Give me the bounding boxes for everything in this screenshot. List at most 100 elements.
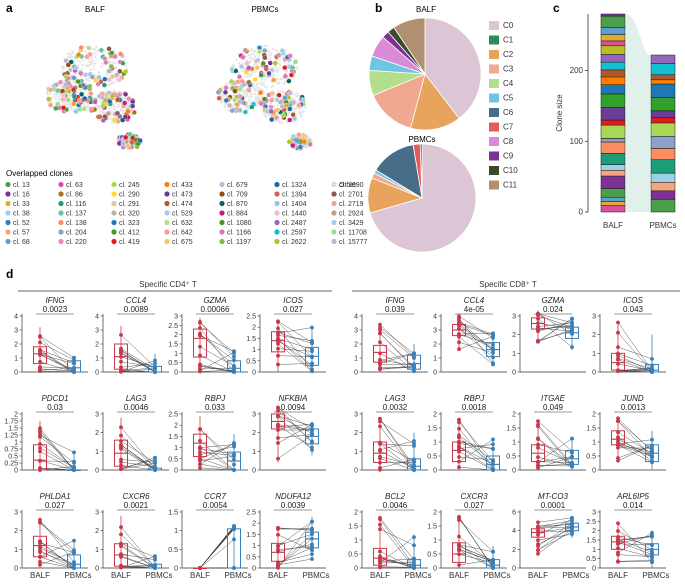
umap-clone-point [269,97,275,103]
p-value: 0.0046 [383,501,408,510]
umap-clone-point [76,98,82,104]
pie-slice-C11 [393,17,426,76]
umap-clone-point [216,95,222,101]
umap-bg-point [67,55,70,59]
sample-point [119,463,123,468]
umap-bg-point [113,106,116,109]
pair-line [39,342,75,361]
umap-bg-point [108,83,111,87]
umap-clone-point [114,72,120,78]
gene-label: NDUFA12 [275,492,311,501]
umap-clone-point [262,55,268,61]
y-tick-label: 2 [252,521,256,528]
umap-bg-point [293,93,296,96]
cluster-swatch [489,93,499,103]
umap-clone-point [86,45,92,51]
sample-point [616,521,620,526]
y-tick-label: 1.5 [246,532,256,539]
clone-segment [600,164,626,171]
umap-bg-point [256,104,259,107]
umap-clone-point [257,49,263,55]
umap-bg-point [254,69,257,73]
umap-clone-point [282,73,288,79]
pair-line [458,439,494,462]
umap-bg-point [110,81,114,85]
y-tick-label: 2 [14,342,18,349]
sample-point [536,542,540,547]
pair-line [277,321,313,343]
umap-bg-point [245,95,248,98]
sample-point [38,340,42,345]
sample-point [536,455,540,459]
clone-segment [600,34,626,42]
pair-line [120,555,156,569]
umap-bg-point [249,59,253,63]
sample-point [570,530,574,534]
pair-line [277,426,313,431]
umap-clone-point [287,106,293,112]
y-tick-label: 1.5 [348,524,358,531]
umap-bg-point [243,90,246,94]
umap-clone-point [100,103,106,109]
sample-point [491,346,495,350]
clone-segment [600,27,626,35]
umap-bg-point [268,57,271,60]
pair-line [39,427,75,471]
sample-point [232,468,236,472]
umap-bg-point [294,107,297,111]
clone-segment [650,54,676,64]
pair-line [120,444,156,471]
y-tick-label: 0.5 [586,454,596,461]
umap-clone-point [92,99,98,105]
sample-point [650,550,654,555]
y-tick-label: 1.5 [168,510,178,517]
umap-clone-point [75,79,81,85]
cluster-label: C7 [503,123,514,132]
legend-swatch [58,238,64,245]
x-tick-label: PBMCs [145,571,172,580]
sample-point [72,468,76,472]
umap-bg-point [92,59,95,62]
legend-label: cl. 1394 [282,192,307,199]
sample-point [310,527,314,531]
clone-segment [600,201,626,206]
y-tick-label: 2 [95,430,99,437]
clone-segment [600,13,626,17]
sample-point [650,534,654,539]
pair-line [617,436,653,462]
umap-bg-point [95,46,98,49]
umap-bg-point [75,72,78,76]
sample-point [198,462,202,467]
sample-point [650,366,654,371]
sample-point [570,527,574,531]
sample-point [616,552,620,557]
pair-line [277,415,313,434]
x-tick-label: BALF [603,221,623,230]
pair-line [379,443,415,447]
umap-bg-point [54,98,58,101]
pair-line [277,521,313,547]
y-tick-label: 0 [592,370,596,377]
y-tick-label: 0.5 [246,554,256,561]
y-tick-label: 0.25 [4,461,18,468]
clone-segment [600,61,626,71]
gene-label: ICOS [623,296,643,305]
umap-bg-point [57,98,60,101]
sample-point [457,563,461,567]
cluster-legend: C0 C1 C2 C3 C4 C5 C6 C7 C8 C9 C10 C11 [489,21,518,190]
sample-point [232,349,236,354]
y-tick-label: 3 [95,412,99,419]
sample-point [276,339,280,344]
sample-point [570,454,574,459]
pair-line [537,322,573,330]
umap-clone-point [262,48,268,54]
pair-line [379,333,415,368]
sample-point [457,459,461,464]
y-tick-label: 4 [14,314,18,321]
sample-point [310,519,314,524]
umap-clone-point [242,47,248,53]
sample-point [491,557,495,562]
